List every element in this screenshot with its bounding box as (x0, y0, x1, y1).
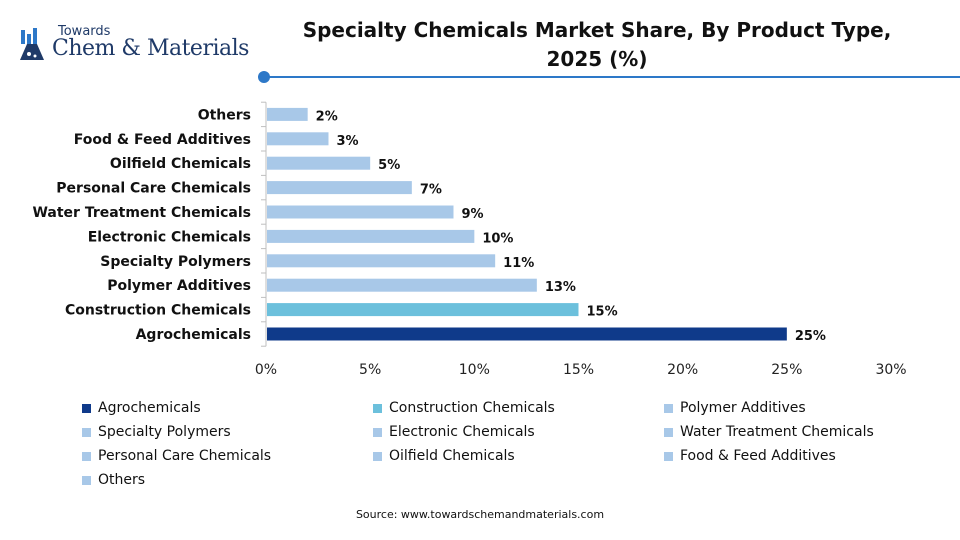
legend-item-8: Food & Feed Additives (664, 446, 836, 466)
legend-swatch-7 (373, 451, 382, 461)
legend-swatch-3 (82, 427, 91, 437)
legend-swatch-4 (373, 427, 382, 437)
chart-title-line-2: 2025 (%) (546, 47, 648, 71)
x-tick-label-6: 30% (875, 362, 906, 378)
data-label-2: 13% (545, 280, 576, 295)
legend-swatch-0 (82, 403, 91, 413)
legend-swatch-1 (373, 403, 382, 413)
data-label-7: 5% (378, 158, 400, 173)
data-label-6: 7% (420, 183, 442, 198)
data-label-3: 11% (503, 256, 534, 271)
category-label-1: Construction Chemicals (65, 303, 251, 319)
legend-item-3: Specialty Polymers (82, 422, 231, 442)
bar-8 (267, 132, 329, 146)
legend-label-6: Personal Care Chemicals (98, 448, 272, 464)
bar-4 (267, 229, 475, 243)
x-tick-label-2: 10% (459, 362, 490, 378)
brand-small-text: Towards (58, 24, 111, 39)
legend-label-9: Others (98, 472, 146, 488)
category-label-2: Polymer Additives (107, 278, 251, 294)
bar-2 (267, 278, 537, 292)
bar-0 (267, 327, 787, 341)
category-label-8: Food & Feed Additives (74, 132, 251, 148)
legend-item-1: Construction Chemicals (373, 398, 555, 418)
data-label-8: 3% (337, 134, 359, 149)
legend-item-7: Oilfield Chemicals (373, 446, 515, 466)
data-label-4: 10% (482, 231, 513, 246)
legend-item-5: Water Treatment Chemicals (664, 422, 874, 442)
x-tick-label-5: 25% (771, 362, 802, 378)
bar-chart: Agrochemicals 25% Construction Chemicals 15… (32, 101, 907, 378)
data-label-9: 2% (316, 109, 338, 124)
legend-label-1: Construction Chemicals (389, 400, 555, 416)
bar-7 (267, 156, 371, 170)
source-note: Source: www.towardschemandmaterials.com (355, 508, 605, 521)
legend-item-0: Agrochemicals (82, 398, 201, 418)
legend-label-0: Agrochemicals (98, 400, 201, 416)
x-tick-label-0: 0% (255, 362, 277, 378)
x-tick-label-3: 15% (563, 362, 594, 378)
legend-swatch-5 (664, 427, 673, 437)
title-rule (262, 76, 960, 78)
legend-label-8: Food & Feed Additives (680, 448, 836, 464)
data-label-0: 25% (795, 329, 826, 344)
bar-5 (267, 205, 454, 219)
title-rule-dot (258, 71, 270, 83)
bar-1 (267, 303, 579, 317)
chart-title: Specialty Chemicals Market Share, By Pro… (292, 16, 902, 74)
category-label-7: Oilfield Chemicals (110, 156, 251, 172)
category-label-0: Agrochemicals (136, 327, 251, 343)
brand-name: Chem & Materials (52, 36, 249, 61)
bar-3 (267, 254, 496, 268)
brand-logo: Towards Chem & Materials (14, 22, 254, 66)
bar-9 (267, 107, 308, 121)
bar-6 (267, 181, 412, 195)
legend-label-2: Polymer Additives (680, 400, 806, 416)
legend-label-7: Oilfield Chemicals (389, 448, 515, 464)
legend-label-4: Electronic Chemicals (389, 424, 535, 440)
legend-swatch-6 (82, 451, 91, 461)
legend-item-4: Electronic Chemicals (373, 422, 535, 442)
legend-swatch-2 (664, 403, 673, 413)
category-label-5: Water Treatment Chemicals (32, 205, 251, 221)
category-label-9: Others (198, 107, 251, 123)
legend-item-2: Polymer Additives (664, 398, 806, 418)
category-label-4: Electronic Chemicals (88, 229, 251, 245)
x-tick-label-1: 5% (359, 362, 381, 378)
legend-item-6: Personal Care Chemicals (82, 446, 271, 466)
data-label-5: 9% (462, 207, 484, 222)
legend-swatch-9 (82, 475, 91, 485)
data-label-1: 15% (587, 305, 618, 320)
flask-icon (20, 28, 44, 60)
x-tick-label-4: 20% (667, 362, 698, 378)
chart-title-line-1: Specialty Chemicals Market Share, By Pro… (302, 18, 892, 42)
legend-label-5: Water Treatment Chemicals (680, 424, 874, 440)
legend-label-3: Specialty Polymers (98, 424, 231, 440)
legend-item-9: Others (82, 470, 145, 490)
category-label-6: Personal Care Chemicals (56, 181, 251, 197)
legend-swatch-8 (664, 451, 673, 461)
category-label-3: Specialty Polymers (100, 254, 251, 270)
